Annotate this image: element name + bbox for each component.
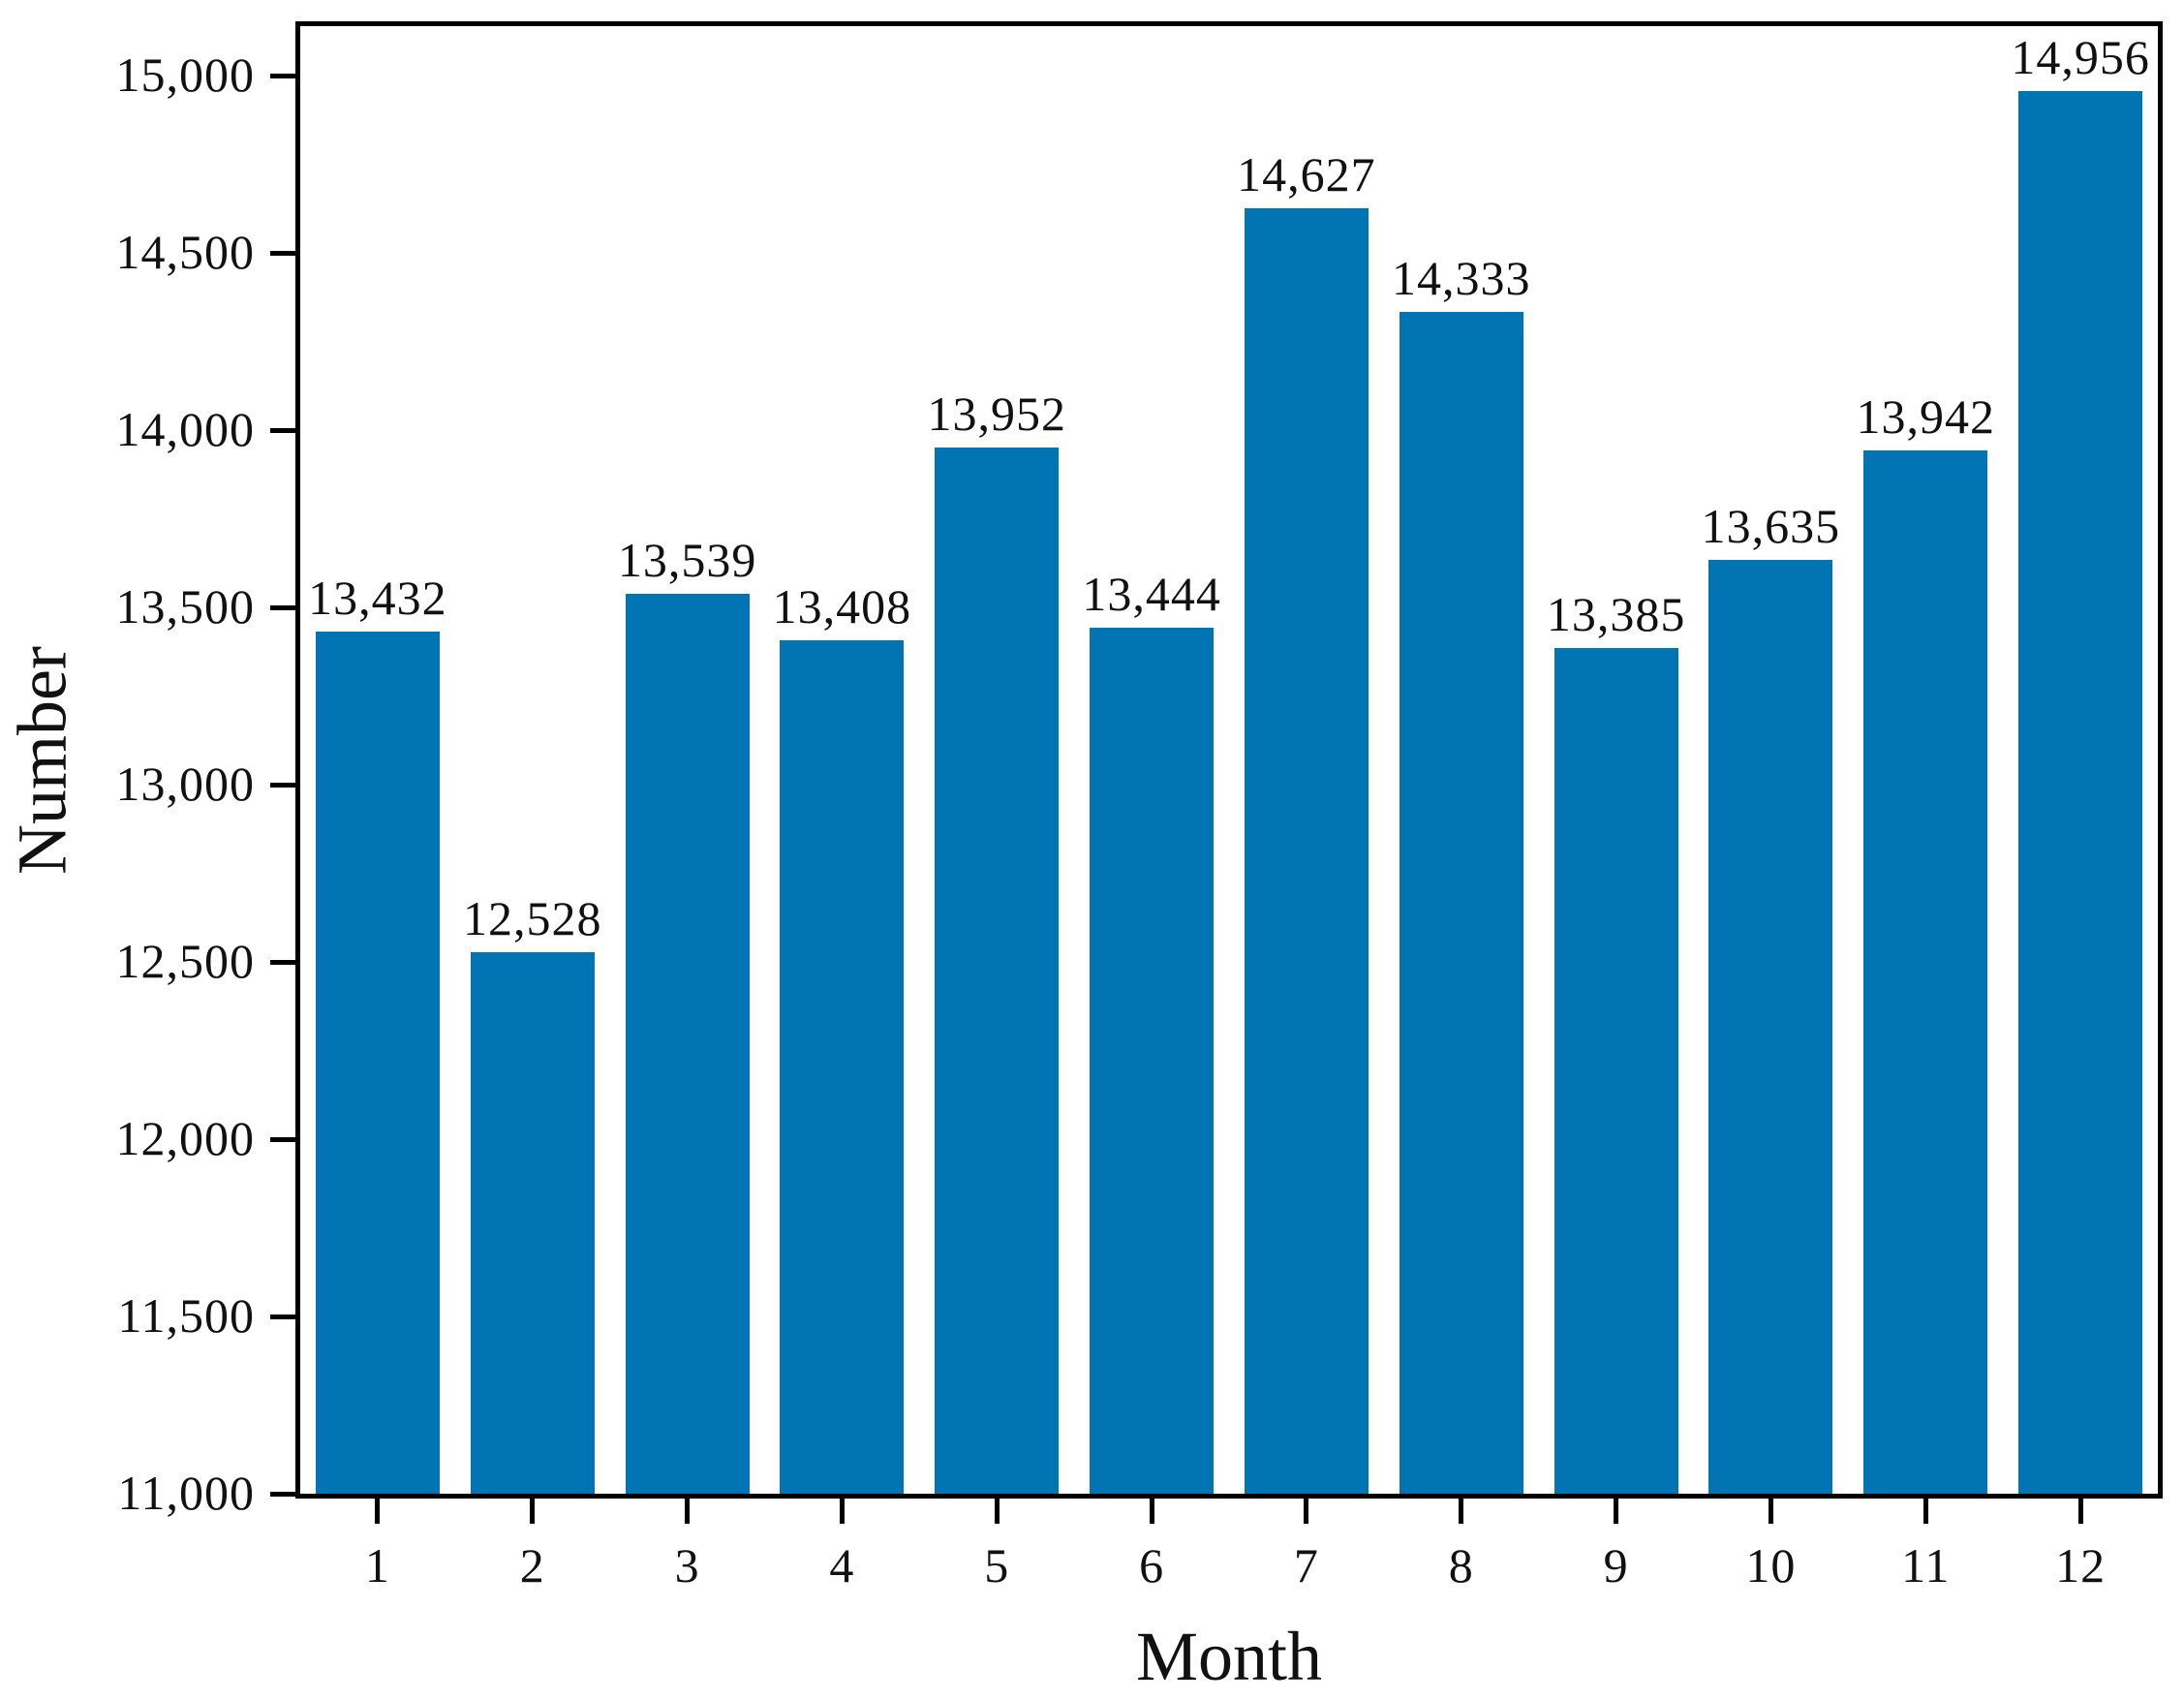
x-tick bbox=[685, 1499, 691, 1524]
x-tick-label: 11 bbox=[1901, 1538, 1951, 1593]
x-tick-label: 5 bbox=[984, 1538, 1010, 1593]
x-tick bbox=[994, 1499, 1000, 1524]
bar bbox=[1863, 450, 1988, 1494]
x-tick-label: 9 bbox=[1603, 1538, 1629, 1593]
bar-value-label: 14,627 bbox=[1237, 146, 1376, 201]
bar bbox=[625, 593, 750, 1494]
bar-value-label: 13,444 bbox=[1082, 566, 1221, 621]
y-tick-label: 13,500 bbox=[115, 578, 255, 634]
x-tick bbox=[375, 1499, 381, 1524]
x-tick bbox=[1614, 1499, 1619, 1524]
y-tick-label: 11,500 bbox=[117, 1287, 255, 1343]
bar bbox=[2018, 91, 2142, 1494]
x-axis-title: Month bbox=[1135, 1618, 1323, 1695]
x-tick-label: 7 bbox=[1293, 1538, 1319, 1593]
bar-value-label: 14,333 bbox=[1392, 251, 1531, 306]
y-tick bbox=[270, 1314, 295, 1319]
y-tick-label: 13,000 bbox=[115, 756, 255, 811]
x-tick bbox=[1923, 1499, 1928, 1524]
x-tick-label: 8 bbox=[1448, 1538, 1474, 1593]
y-tick bbox=[270, 73, 295, 78]
y-tick-label: 12,500 bbox=[115, 933, 255, 988]
bar bbox=[470, 951, 595, 1494]
bar-value-label: 13,952 bbox=[927, 386, 1066, 441]
bar-value-label: 12,528 bbox=[463, 890, 602, 945]
bar-value-label: 13,432 bbox=[308, 571, 447, 626]
x-tick bbox=[530, 1499, 536, 1524]
bar-value-label: 13,635 bbox=[1701, 498, 1841, 553]
bar-value-label: 13,385 bbox=[1546, 587, 1686, 642]
bars-layer bbox=[300, 26, 2158, 1494]
bar-value-label: 14,956 bbox=[2011, 30, 2150, 85]
x-tick bbox=[2077, 1499, 2083, 1524]
y-tick bbox=[270, 250, 295, 256]
y-tick bbox=[270, 604, 295, 610]
x-tick-label: 4 bbox=[829, 1538, 855, 1593]
y-tick-label: 14,000 bbox=[115, 402, 255, 457]
bar-value-label: 13,408 bbox=[772, 578, 912, 634]
bar bbox=[1708, 559, 1833, 1494]
bar bbox=[935, 447, 1060, 1494]
y-tick bbox=[270, 1136, 295, 1142]
y-tick bbox=[270, 1491, 295, 1497]
bar-value-label: 13,942 bbox=[1856, 389, 1995, 445]
y-tick bbox=[270, 427, 295, 433]
x-tick-label: 1 bbox=[364, 1538, 390, 1593]
bar bbox=[780, 639, 905, 1494]
bar bbox=[1244, 207, 1369, 1494]
x-tick bbox=[1304, 1499, 1309, 1524]
x-tick-label: 2 bbox=[519, 1538, 545, 1593]
plot-area: 13,432 12,528 13,539 13,408 13,952 13,444 14,6… bbox=[295, 21, 2163, 1499]
bar-value-labels-layer: 13,432 12,528 13,539 13,408 13,952 13,444 14,6… bbox=[300, 26, 2158, 1494]
x-tick-label: 3 bbox=[674, 1538, 700, 1593]
y-tick bbox=[270, 959, 295, 965]
x-tick bbox=[1149, 1499, 1154, 1524]
x-tick-label: 10 bbox=[1745, 1538, 1797, 1593]
x-tick bbox=[839, 1499, 845, 1524]
y-tick-label: 14,500 bbox=[115, 225, 255, 280]
x-tick bbox=[1459, 1499, 1464, 1524]
y-tick-label: 12,000 bbox=[115, 1110, 255, 1165]
bar bbox=[1090, 627, 1214, 1494]
y-tick-label: 15,000 bbox=[115, 47, 255, 103]
bar bbox=[1399, 312, 1523, 1494]
bar bbox=[1553, 648, 1678, 1494]
y-tick bbox=[270, 782, 295, 788]
x-tick-label: 6 bbox=[1139, 1538, 1165, 1593]
y-tick-label: 11,000 bbox=[117, 1465, 255, 1520]
x-tick-label: 12 bbox=[2055, 1538, 2107, 1593]
x-tick bbox=[1768, 1499, 1773, 1524]
bar bbox=[315, 632, 440, 1494]
bar-value-label: 13,539 bbox=[617, 532, 757, 587]
